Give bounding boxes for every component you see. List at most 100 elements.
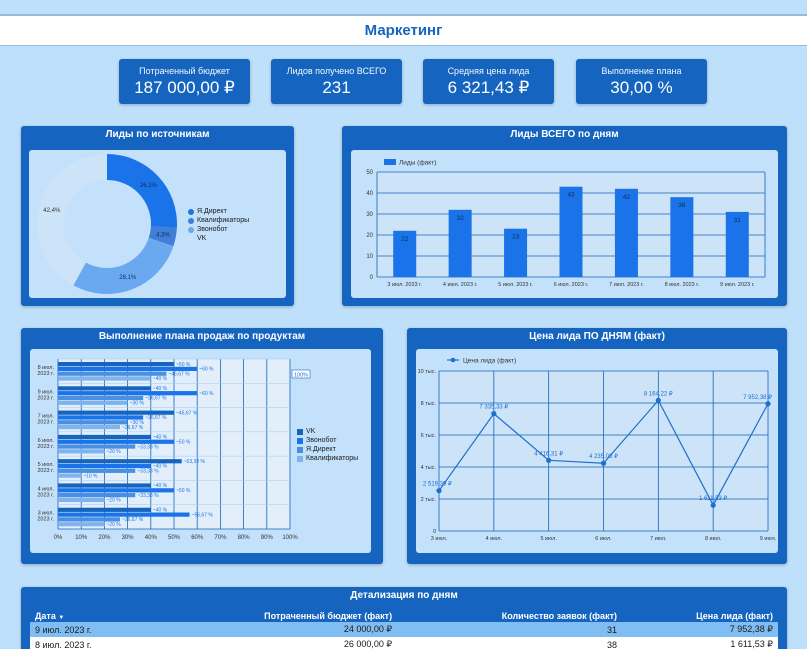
hbar[interactable] (58, 497, 105, 503)
bar-value-label: 38 (678, 202, 686, 209)
hbar-value-label: ~20 % (106, 498, 121, 504)
y-tick-label: 50 (366, 170, 373, 176)
line-point[interactable] (765, 401, 771, 407)
table-row[interactable]: 8 июл. 2023 г. 26 000,00 ₽ 38 1 611,53 ₽ (30, 637, 778, 649)
hbar[interactable] (58, 463, 151, 469)
annotation-box (291, 369, 311, 379)
hbar[interactable] (58, 391, 198, 396)
cell-requests: 31 (397, 622, 622, 637)
column-header-date-label: Дата (35, 610, 56, 621)
line-panel: 0 2 тыс. 4 тыс. 6 тыс. 8 тыс. 10 тыс. 3 июл. 4 … (416, 349, 778, 553)
y-tick-label: 2023 г. (37, 395, 54, 401)
line-point[interactable] (710, 502, 716, 508)
hbar[interactable] (58, 473, 82, 478)
hbar[interactable] (58, 424, 120, 430)
card-leads-by-day: Лиды ВСЕГО по дням 0 10 20 30 40 50 22 3 июл. 2… (342, 126, 787, 306)
hbar[interactable] (58, 371, 167, 376)
column-header-lead-price[interactable]: Цена лида (факт) (621, 609, 778, 622)
line-point[interactable] (491, 411, 497, 417)
pie-title: Лиды по источникам (105, 129, 210, 140)
bar[interactable] (448, 209, 472, 277)
pie-slice[interactable] (37, 154, 107, 286)
column-header-budget[interactable]: Потраченный бюджет (факт) (149, 609, 398, 622)
x-tick-label: 40% (145, 535, 158, 541)
bar-value-label: 42 (623, 194, 631, 201)
kpi-budget: Потраченный бюджет 187 000,00 ₽ (119, 59, 250, 104)
card-leads-by-source: Лиды по источникам 26,1% 4,3% 28,1% 42,4% Я… (21, 126, 294, 306)
hbar[interactable] (58, 512, 190, 517)
y-tick-label: 6 июл. (38, 438, 55, 444)
pie-value-label: 42,4% (43, 208, 61, 214)
sort-desc-icon: ▼ (58, 614, 65, 621)
hbar[interactable] (58, 376, 151, 381)
pie-slice[interactable] (73, 237, 174, 294)
y-tick-label: 0 (370, 275, 374, 281)
hbar-title: Выполнение плана продаж по продуктам (98, 331, 306, 342)
hbar[interactable] (58, 400, 128, 405)
line-point[interactable] (436, 488, 442, 494)
pie-slice[interactable] (148, 226, 177, 247)
hbar[interactable] (58, 522, 105, 527)
hbar[interactable] (58, 507, 151, 512)
hbar-value-label: ~30 % (130, 420, 145, 426)
bar[interactable] (614, 188, 638, 277)
legend-swatch (297, 428, 303, 435)
cell-lead-price: 1 611,53 ₽ (621, 637, 778, 649)
y-tick-label: 0 (433, 529, 436, 535)
kpi-leads-label: Лидов получено ВСЕГО (286, 66, 387, 76)
page-header: Маркетинг (0, 14, 807, 46)
line-point[interactable] (546, 457, 552, 463)
y-tick-label: 2 тыс. (421, 497, 437, 503)
hbar[interactable] (58, 449, 105, 454)
hbar[interactable] (58, 366, 198, 371)
pie-panel: 26,1% 4,3% 28,1% 42,4% Я.Директ Квалификато… (29, 150, 286, 298)
hbar[interactable] (58, 439, 174, 444)
bar[interactable] (393, 230, 417, 277)
y-tick-label: 2023 г. (37, 468, 54, 474)
bar[interactable] (670, 197, 694, 277)
legend-swatch (450, 357, 456, 363)
hbar[interactable] (58, 415, 144, 420)
pie-slice[interactable] (107, 154, 178, 228)
y-tick-label: 2023 г. (37, 371, 54, 377)
line-value-label: 2 519,39 ₽ (423, 481, 452, 488)
kpi-plan: Выполнение плана 30,00 % (576, 59, 707, 104)
line-point[interactable] (600, 460, 607, 466)
hbar-value-label: ~60 % (199, 391, 214, 397)
column-header-requests[interactable]: Количество заявок (факт) (397, 609, 622, 622)
cell-lead-price: 7 952,38 ₽ (621, 622, 778, 637)
line-point[interactable] (655, 397, 661, 403)
x-tick-label: 30% (122, 535, 135, 541)
hbar[interactable] (58, 362, 174, 367)
legend-swatch (297, 446, 303, 453)
hbar[interactable] (58, 434, 151, 440)
hbar[interactable] (58, 395, 144, 401)
x-tick-label: 7 июл. (650, 536, 667, 542)
hbar[interactable] (58, 420, 128, 425)
column-header-date[interactable]: Дата ▼ (30, 609, 150, 622)
hbar[interactable] (58, 386, 151, 391)
hbar[interactable] (58, 459, 182, 464)
x-tick-label: 0% (54, 535, 63, 541)
pie-value-label: 4,3% (156, 233, 170, 239)
pie-legend-item: Квалификаторы (188, 217, 249, 224)
kpi-plan-label: Выполнение плана (601, 66, 682, 76)
table-row[interactable]: 9 июл. 2023 г. 24 000,00 ₽ 31 7 952,38 ₽ (30, 622, 778, 637)
bar[interactable] (504, 228, 528, 277)
y-tick-label: 40 (366, 191, 373, 197)
hbar-value-label: ~33,33 % (137, 469, 159, 475)
hbar[interactable] (58, 468, 136, 473)
x-tick-label: 4 июл. (486, 536, 503, 542)
hbar-value-label: ~40 % (153, 464, 168, 470)
pie-legend-label: Звонобот (197, 226, 228, 233)
hbar-legend-item: VK (297, 428, 358, 435)
bar-value-label: 32 (457, 215, 465, 222)
bar[interactable] (725, 211, 749, 277)
hbar[interactable] (58, 517, 120, 522)
hbar[interactable] (58, 493, 136, 498)
hbar[interactable] (58, 483, 151, 488)
hbar[interactable] (58, 488, 174, 493)
hbar[interactable] (58, 444, 136, 449)
hbar[interactable] (58, 410, 174, 415)
bar[interactable] (559, 186, 583, 277)
